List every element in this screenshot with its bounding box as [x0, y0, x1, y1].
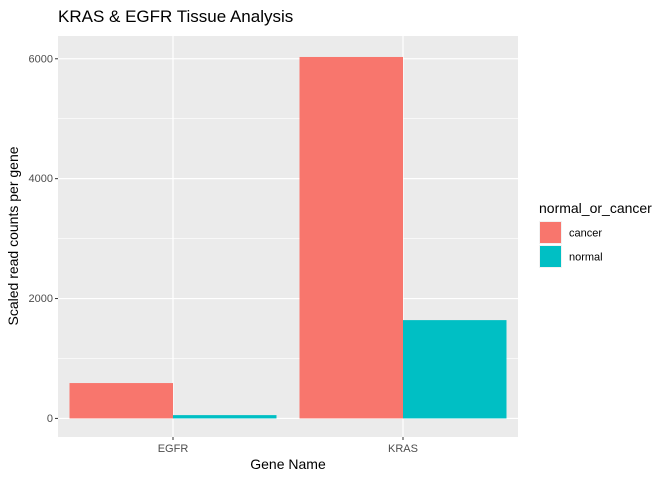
- legend: normal_or_cancer cancer normal: [539, 200, 652, 268]
- y-tick-label: 4000: [29, 173, 53, 185]
- bar-egfr-normal: [173, 415, 277, 419]
- x-tick-label: KRAS: [388, 443, 418, 455]
- bar-kras-normal: [403, 320, 507, 419]
- x-axis-ticks: EGFR KRAS: [158, 437, 418, 455]
- x-tick-label: EGFR: [158, 443, 189, 455]
- legend-label-normal: normal: [569, 252, 603, 264]
- legend-label-cancer: cancer: [569, 228, 602, 240]
- y-axis-label: Scaled read counts per gene: [5, 146, 21, 325]
- legend-title: normal_or_cancer: [539, 200, 652, 216]
- bars-group: [69, 56, 507, 419]
- y-tick-label: 2000: [29, 293, 53, 305]
- bar-egfr-cancer: [69, 383, 173, 419]
- chart-title: KRAS & EGFR Tissue Analysis: [58, 7, 293, 26]
- bar-kras-cancer: [299, 56, 403, 419]
- y-tick-label: 0: [47, 413, 53, 425]
- legend-swatch-cancer: [540, 222, 561, 243]
- x-axis-label: Gene Name: [250, 456, 326, 472]
- y-tick-label: 6000: [29, 53, 53, 65]
- legend-swatch-normal: [540, 246, 561, 267]
- y-axis-ticks: 0 2000 4000 6000: [29, 53, 58, 425]
